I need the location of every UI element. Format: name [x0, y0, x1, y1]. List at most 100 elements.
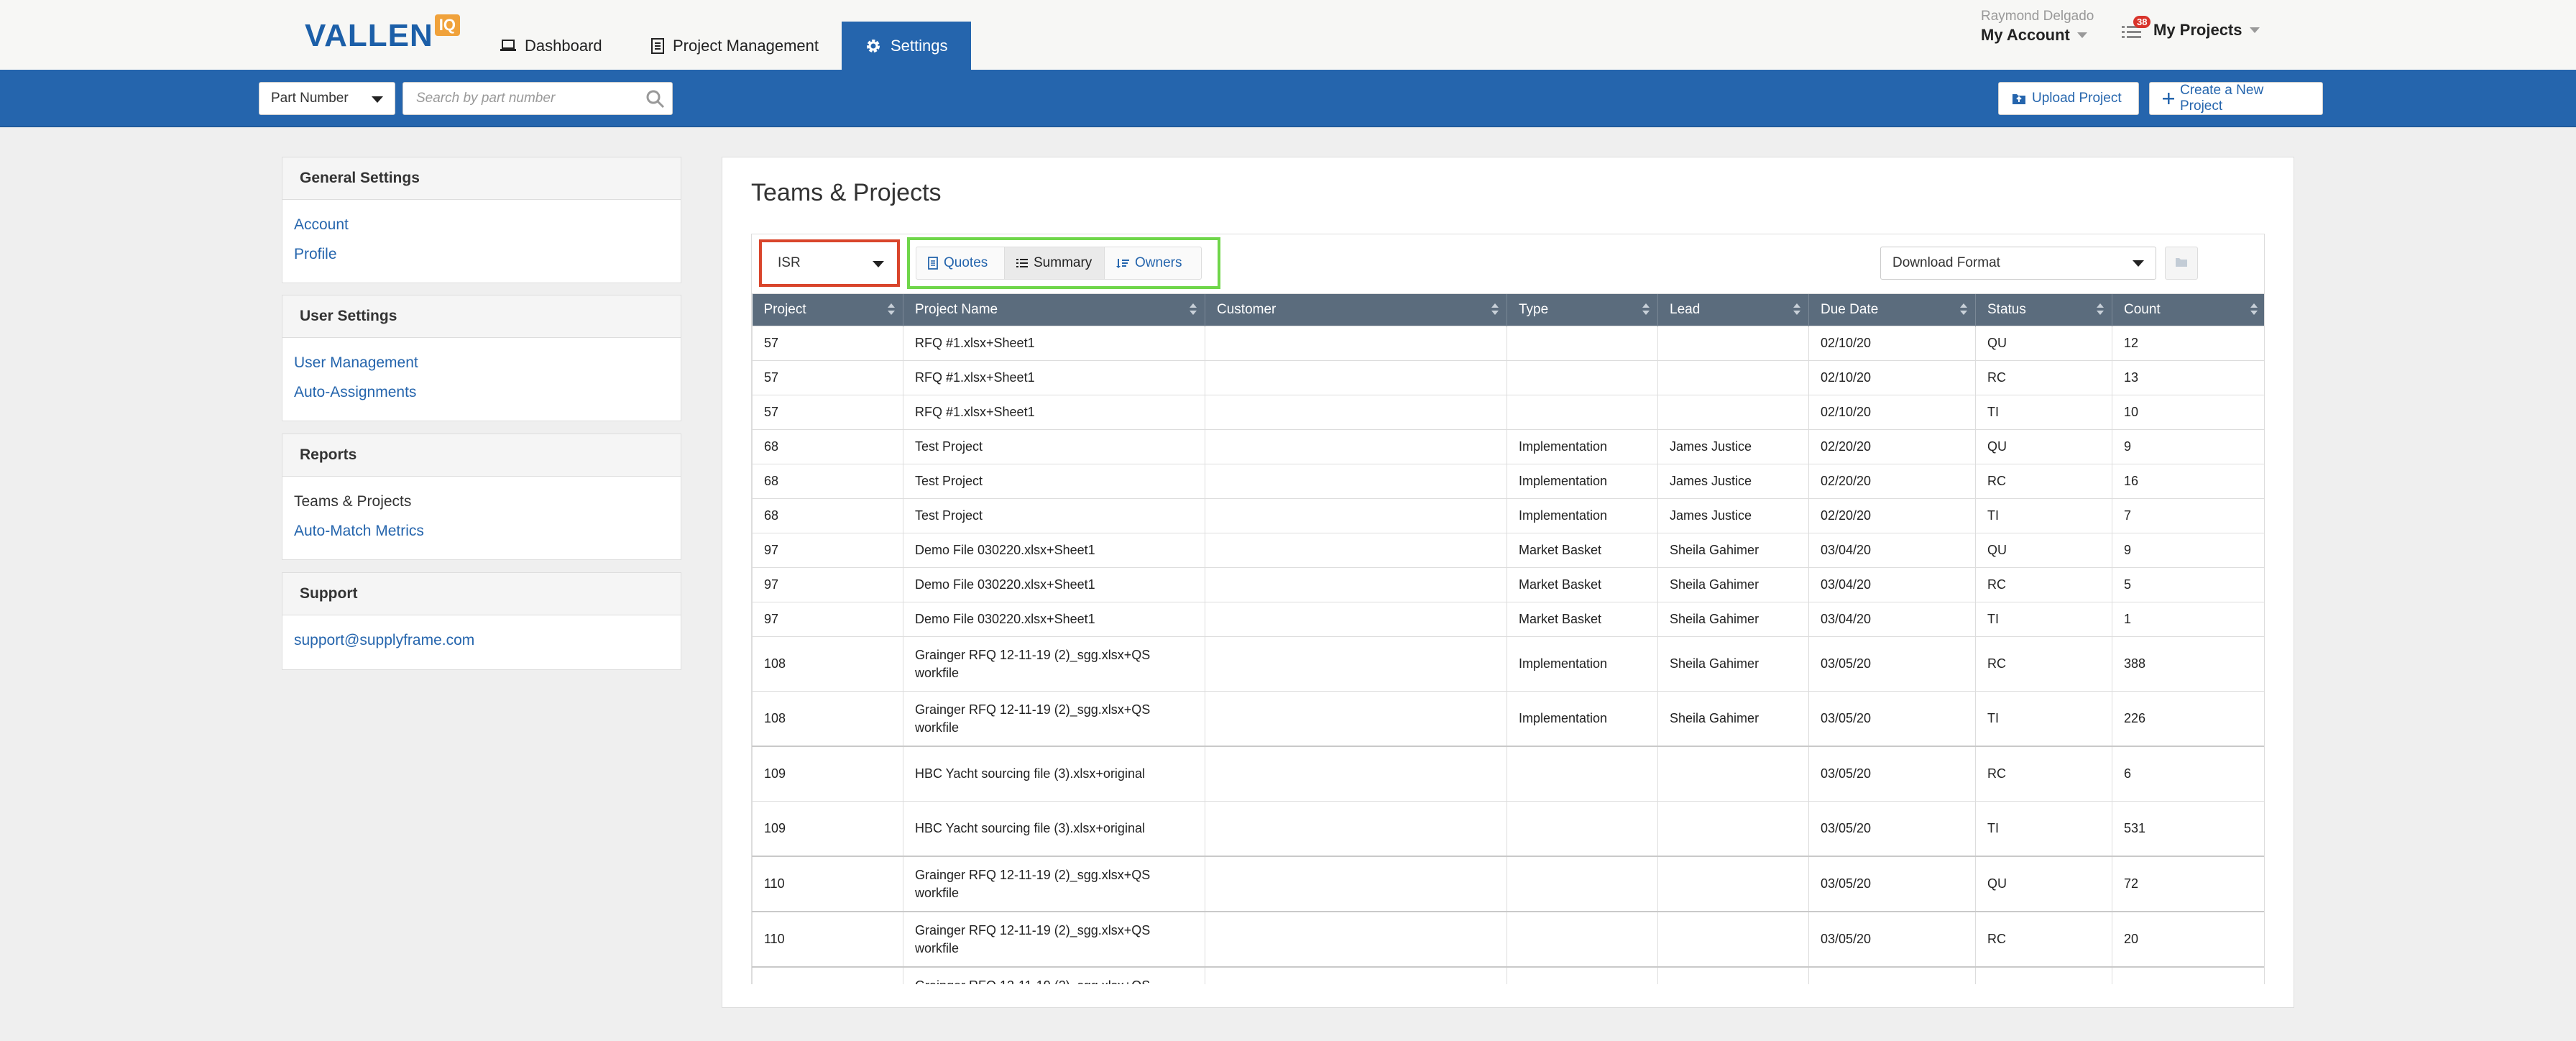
upload-project-button[interactable]: Upload Project — [1998, 82, 2139, 115]
user-settings-title: User Settings — [282, 295, 681, 338]
table-cell: 72 — [2112, 856, 2264, 912]
table-cell — [1205, 636, 1507, 692]
table-row[interactable]: 108 Grainger RFQ 12-11-19 (2)_sgg.xlsx+QS… — [752, 636, 2264, 692]
table-row[interactable]: 108 Grainger RFQ 12-11-19 (2)_sgg.xlsx+QS… — [752, 691, 2264, 747]
column-header[interactable]: Status — [1975, 294, 2112, 326]
table-cell: 108 — [752, 691, 903, 747]
table-cell: 97 — [752, 567, 903, 602]
table-cell — [1205, 746, 1507, 802]
sort-icon[interactable] — [1959, 303, 1968, 320]
support-email-link[interactable]: support@supplyframe.com — [294, 632, 475, 648]
owners-view-button[interactable]: Owners — [1104, 247, 1202, 280]
table-row[interactable]: 68 Test Project Implementation James Justic… — [752, 429, 2264, 464]
table-cell — [1205, 856, 1507, 912]
sidebar-item-auto-match-metrics[interactable]: Auto-Match Metrics — [294, 523, 424, 539]
table-cell: TI — [1975, 691, 2112, 747]
sidebar-item-account[interactable]: Account — [294, 216, 349, 233]
table-row[interactable]: 68 Test Project Implementation James Justic… — [752, 464, 2264, 499]
table-row[interactable]: 109 HBC Yacht sourcing file (3).xlsx+orig… — [752, 746, 2264, 802]
account-label-row: My Account — [1981, 26, 2094, 45]
summary-view-button[interactable]: Summary — [1004, 247, 1105, 280]
table-cell — [1205, 326, 1507, 361]
table-cell: James Justice — [1657, 464, 1809, 499]
team-select[interactable]: ISR — [759, 239, 900, 287]
column-header[interactable]: Project — [752, 294, 903, 326]
table-cell: 226 — [2112, 691, 2264, 747]
table-cell: James Justice — [1657, 429, 1809, 464]
my-account-label: My Account — [1981, 26, 2070, 44]
column-header[interactable]: Type — [1506, 294, 1658, 326]
sort-icon[interactable] — [1189, 303, 1197, 320]
table-cell — [1657, 326, 1809, 361]
table-row[interactable]: 68 Test Project Implementation James Justic… — [752, 498, 2264, 533]
column-header[interactable]: Lead — [1657, 294, 1809, 326]
sidebar-item-auto-assignments[interactable]: Auto-Assignments — [294, 384, 417, 400]
download-button[interactable] — [2165, 247, 2198, 280]
sort-icon[interactable] — [1491, 303, 1499, 320]
search-type-select[interactable]: Part Number — [259, 82, 395, 115]
document-icon — [928, 257, 938, 270]
column-header[interactable]: Due Date — [1808, 294, 1976, 326]
table-cell: 03/05/20 — [1808, 801, 1976, 857]
table-cell: 03/05/20 — [1808, 966, 1976, 984]
dropdown-arrow-icon — [873, 261, 884, 267]
projects-table-container[interactable]: Project Project Name Customer Type Lead Due D… — [751, 294, 2265, 984]
search-toolbar: Part Number Upload Project Create a New … — [0, 70, 2576, 127]
column-header-label: Status — [1987, 302, 2026, 317]
table-cell — [1205, 464, 1507, 499]
table-cell: Test Project — [903, 498, 1205, 533]
create-project-button[interactable]: Create a New Project — [2149, 82, 2323, 115]
column-header-label: Customer — [1217, 302, 1276, 317]
account-menu[interactable]: Raymond Delgado My Account — [1981, 9, 2094, 45]
search-input[interactable] — [415, 83, 633, 114]
general-settings-title: General Settings — [282, 157, 681, 200]
table-cell: RC — [1975, 360, 2112, 395]
laptop-icon — [500, 39, 516, 52]
tab-settings[interactable]: Settings — [842, 22, 971, 70]
table-cell: 97 — [752, 602, 903, 637]
table-row[interactable]: 57 RFQ #1.xlsx+Sheet1 02/10/20 RC 13 — [752, 360, 2264, 395]
column-header-label: Type — [1519, 302, 1549, 317]
table-row[interactable]: 57 RFQ #1.xlsx+Sheet1 02/10/20 TI 10 — [752, 395, 2264, 430]
table-row[interactable]: 97 Demo File 030220.xlsx+Sheet1 Market Bas… — [752, 567, 2264, 602]
table-cell — [1205, 395, 1507, 430]
sidebar-item-profile[interactable]: Profile — [294, 246, 337, 262]
column-header[interactable]: Project Name — [903, 294, 1205, 326]
table-cell — [1506, 360, 1658, 395]
table-row[interactable]: 109 HBC Yacht sourcing file (3).xlsx+orig… — [752, 801, 2264, 857]
tab-dashboard-label: Dashboard — [525, 36, 602, 55]
table-cell: 13 — [2112, 360, 2264, 395]
table-cell: Market Basket — [1506, 567, 1658, 602]
table-cell — [1205, 533, 1507, 568]
table-row[interactable]: 97 Demo File 030220.xlsx+Sheet1 Market Bas… — [752, 533, 2264, 568]
column-header-label: Project — [763, 302, 806, 317]
vallen-iq-logo[interactable]: VALLEN IQ — [305, 14, 460, 56]
table-cell: 6 — [2112, 746, 2264, 802]
tab-dashboard[interactable]: Dashboard — [500, 22, 602, 70]
table-row[interactable]: 97 Demo File 030220.xlsx+Sheet1 Market Bas… — [752, 602, 2264, 637]
download-format-select[interactable]: Download Format — [1880, 247, 2156, 280]
table-row[interactable]: 57 RFQ #1.xlsx+Sheet1 02/10/20 QU 12 — [752, 326, 2264, 361]
table-cell: RC — [1975, 911, 2112, 968]
my-projects-menu[interactable]: 38 My Projects — [2122, 16, 2260, 40]
column-header[interactable]: Count — [2112, 294, 2264, 326]
sidebar-item-teams-projects[interactable]: Teams & Projects — [294, 493, 412, 510]
tab-project-management[interactable]: Project Management — [651, 22, 819, 70]
sort-icon[interactable] — [887, 303, 896, 320]
document-icon — [651, 37, 664, 54]
plus-icon — [2163, 93, 2174, 104]
sort-icon[interactable] — [2250, 303, 2258, 320]
sort-icon[interactable] — [1793, 303, 1801, 320]
quotes-view-label: Quotes — [944, 255, 988, 270]
sort-icon[interactable] — [2096, 303, 2104, 320]
search-icon[interactable] — [646, 90, 665, 112]
sidebar-item-user-management[interactable]: User Management — [294, 354, 418, 371]
column-header[interactable]: Customer — [1205, 294, 1507, 326]
top-navigation: VALLEN IQ Dashboard Project Management S… — [0, 0, 2576, 70]
sort-icon[interactable] — [1642, 303, 1650, 320]
quotes-view-button[interactable]: Quotes — [916, 247, 1005, 280]
table-cell: Grainger RFQ 12-11-19 (2)_sgg.xlsx+QS wo… — [903, 911, 1205, 968]
